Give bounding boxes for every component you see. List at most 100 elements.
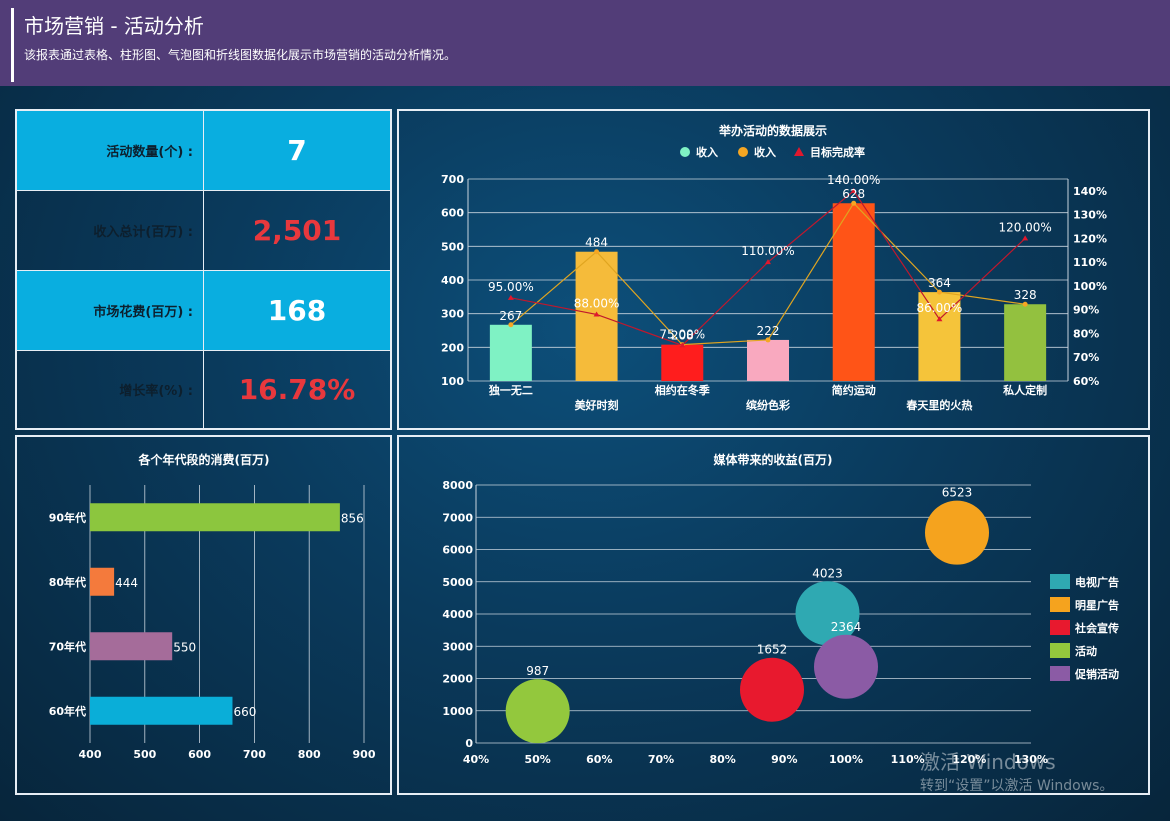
bar-value-label: 550 xyxy=(173,640,196,654)
bubble-value-label: 2364 xyxy=(831,620,862,634)
x-tick-label: 美好时刻 xyxy=(575,398,619,412)
rate-point xyxy=(679,342,686,348)
x-tick-label: 60% xyxy=(586,753,612,766)
rate-value-label: 95.00% xyxy=(488,280,534,294)
y2-tick-label: 110% xyxy=(1073,256,1107,269)
y-tick-label: 4000 xyxy=(442,608,473,621)
x-tick-label: 900 xyxy=(353,748,376,761)
legend-label: 收入 xyxy=(696,145,718,159)
bar-value-label: 484 xyxy=(585,236,608,250)
y2-tick-label: 60% xyxy=(1073,375,1099,388)
legend-label: 电视广告 xyxy=(1075,575,1119,589)
bar-value-label: 267 xyxy=(499,309,522,323)
bar xyxy=(1004,304,1047,381)
bar xyxy=(832,203,875,381)
y-tick-label: 500 xyxy=(441,240,464,253)
kpi-label-marketing-cost: 市场花费(百万) : xyxy=(17,271,204,351)
rate-point xyxy=(850,187,857,193)
x-tick-label: 简约运动 xyxy=(832,383,876,397)
legend-label: 明星广告 xyxy=(1075,598,1119,612)
y-tick-label: 8000 xyxy=(442,479,473,492)
y2-tick-label: 90% xyxy=(1073,304,1099,317)
x-tick-label: 130% xyxy=(1014,753,1048,766)
bar xyxy=(747,339,789,381)
bar xyxy=(90,503,340,532)
rate-value-label: 86.00% xyxy=(917,301,963,315)
page-subtitle: 该报表通过表格、柱形图、气泡图和折线图数据化展示市场营销的活动分析情况。 xyxy=(24,48,457,62)
y-tick-label: 1000 xyxy=(442,705,473,718)
rate-value-label: 88.00% xyxy=(574,296,620,310)
y-tick-label: 60年代 xyxy=(49,704,86,718)
x-tick-label: 700 xyxy=(243,748,266,761)
y-tick-label: 6000 xyxy=(442,544,473,557)
rate-point xyxy=(1022,235,1029,241)
activity-chart-panel: 举办活动的数据展示 收入 收入 目标完成率 100 200 300 400 500 600 700 6… xyxy=(397,109,1150,430)
kpi-panel: 活动数量(个) : 7 收入总计(百万) : 2,501 市场花费(百万) : … xyxy=(15,109,392,430)
windows-activation-watermark: 激活 Windows xyxy=(920,750,1056,774)
rate-point xyxy=(765,259,771,265)
x-tick-label: 80% xyxy=(709,753,735,766)
y-tick-label: 70年代 xyxy=(49,639,86,653)
bar-value-label: 628 xyxy=(842,187,865,201)
x-tick-label: 独一无二 xyxy=(488,383,533,397)
kpi-value-growth-rate: 16.78% xyxy=(238,373,356,406)
legend-label: 社会宣传 xyxy=(1074,621,1119,635)
bar-value-label: 856 xyxy=(341,511,364,525)
kpi-label-total-revenue: 收入总计(百万) : xyxy=(17,191,204,271)
media-chart: 媒体带来的收益(百万) 0 1000 2000 3000 4000 5000 6000 7000… xyxy=(442,452,1119,766)
y2-tick-label: 120% xyxy=(1073,232,1107,245)
legend-swatch xyxy=(1050,620,1070,635)
legend-label: 收入 xyxy=(754,145,776,159)
bar-value-label: 208 xyxy=(671,329,694,343)
x-tick-label: 春天里的火热 xyxy=(906,398,972,412)
bar xyxy=(90,696,233,725)
bar xyxy=(90,567,115,596)
page-title: 市场营销 - 活动分析 xyxy=(24,14,204,38)
report-header: 市场营销 - 活动分析 该报表通过表格、柱形图、气泡图和折线图数据化展示市场营销… xyxy=(0,0,1170,86)
y-tick-label: 100 xyxy=(441,375,464,388)
kpi-value-marketing-cost: 168 xyxy=(204,271,390,351)
windows-activation-hint: 转到“设置”以激活 Windows。 xyxy=(920,778,1114,794)
rate-value-label: 120.00% xyxy=(998,220,1051,234)
rate-value-label: 110.00% xyxy=(741,244,794,258)
rate-point xyxy=(507,294,514,300)
rate-value-label: 140.00% xyxy=(827,173,880,187)
legend-marker xyxy=(794,147,804,156)
bar-value-label: 222 xyxy=(757,324,780,338)
y2-tick-label: 140% xyxy=(1073,185,1107,198)
bubble xyxy=(505,679,570,744)
y-tick-label: 2000 xyxy=(442,673,473,686)
x-tick-label: 缤纷色彩 xyxy=(746,398,790,412)
x-tick-label: 120% xyxy=(952,753,986,766)
y-tick-label: 600 xyxy=(441,207,464,220)
y-tick-label: 80年代 xyxy=(49,575,86,589)
y-tick-label: 700 xyxy=(441,173,464,186)
bar xyxy=(661,344,704,381)
bubble-value-label: 987 xyxy=(526,664,549,678)
bubble xyxy=(814,634,878,699)
bar xyxy=(90,632,173,661)
bar-value-label: 364 xyxy=(928,276,951,290)
bubble-value-label: 6523 xyxy=(942,486,973,500)
bubble xyxy=(925,500,989,565)
legend-marker xyxy=(680,147,690,157)
y2-tick-label: 130% xyxy=(1073,209,1107,222)
chart-title: 举办活动的数据展示 xyxy=(718,123,827,138)
revenue-point xyxy=(765,337,771,343)
rate-point xyxy=(936,316,943,322)
chart-title: 媒体带来的收益(百万) xyxy=(714,452,833,467)
revenue-point xyxy=(508,322,514,328)
y-tick-label: 200 xyxy=(441,341,464,354)
revenue-point xyxy=(851,200,857,206)
bar-value-label: 444 xyxy=(115,576,138,590)
x-tick-label: 70% xyxy=(648,753,674,766)
y-tick-label: 90年代 xyxy=(49,510,86,524)
y-tick-label: 300 xyxy=(441,308,464,321)
legend-label: 促销活动 xyxy=(1074,667,1119,681)
kpi-label-growth-rate: 增长率(%) : xyxy=(17,351,204,428)
y-tick-label: 7000 xyxy=(442,511,473,524)
legend-swatch xyxy=(1050,643,1070,658)
x-tick-label: 90% xyxy=(771,753,797,766)
y2-tick-label: 80% xyxy=(1073,327,1099,340)
